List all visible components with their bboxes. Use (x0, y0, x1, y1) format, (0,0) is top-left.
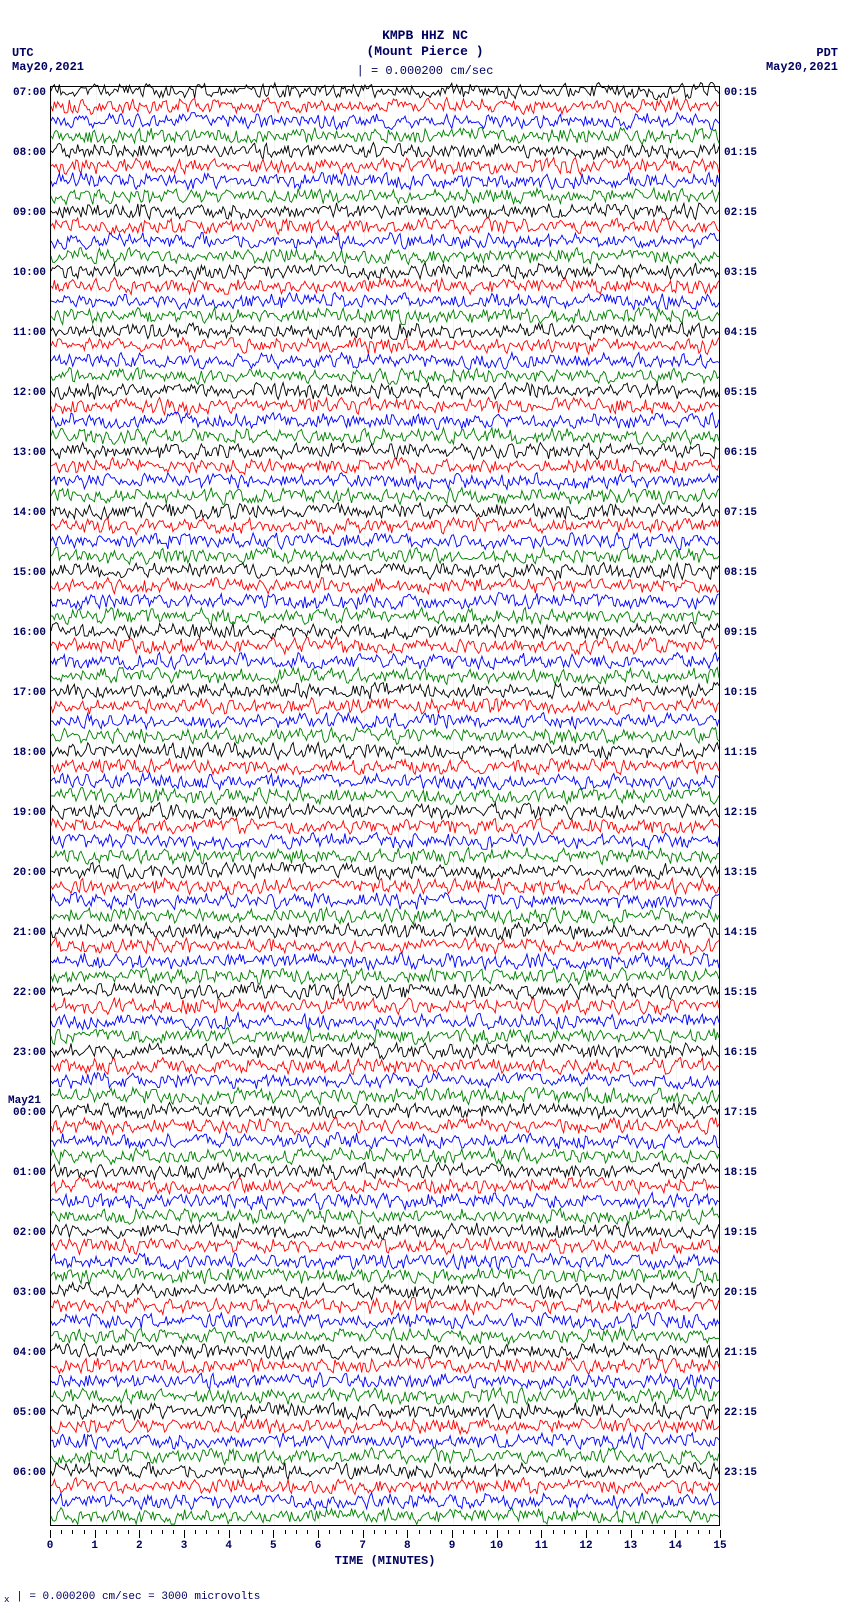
pdt-hour-label: 12:15 (724, 807, 757, 819)
footer-sub: x (4, 1594, 10, 1605)
station-code: KMPB HHZ NC (0, 28, 850, 43)
pdt-hour-label: 20:15 (724, 1287, 757, 1299)
pdt-hour-label: 10:15 (724, 687, 757, 699)
x-tick-label: 6 (315, 1540, 322, 1552)
x-tick-label: 10 (490, 1540, 503, 1552)
pdt-hour-label: 02:15 (724, 207, 757, 219)
utc-hour-label: 20:00 (8, 867, 46, 879)
x-tick-label: 2 (136, 1540, 143, 1552)
tz-right: PDT (816, 46, 838, 60)
pdt-hour-label: 18:15 (724, 1167, 757, 1179)
utc-hour-label: 01:00 (8, 1167, 46, 1179)
utc-hour-label: 07:00 (8, 87, 46, 99)
footer-scale: x | = 0.000200 cm/sec = 3000 microvolts (4, 1591, 260, 1605)
utc-hour-label: 15:00 (8, 567, 46, 579)
utc-hour-label: 12:00 (8, 387, 46, 399)
pdt-hour-label: 08:15 (724, 567, 757, 579)
pdt-hour-label: 05:15 (724, 387, 757, 399)
x-tick-label: 8 (404, 1540, 411, 1552)
seismogram-trace (51, 1512, 719, 1527)
pdt-hour-label: 14:15 (724, 927, 757, 939)
utc-hour-label: 03:00 (8, 1287, 46, 1299)
pdt-hour-label: 06:15 (724, 447, 757, 459)
utc-hour-label: 08:00 (8, 147, 46, 159)
utc-hour-label: 06:00 (8, 1467, 46, 1479)
pdt-hour-label: 11:15 (724, 747, 757, 759)
utc-hour-label: 04:00 (8, 1347, 46, 1359)
pdt-hour-label: 23:15 (724, 1467, 757, 1479)
utc-hour-label: 14:00 (8, 507, 46, 519)
pdt-hour-label: 01:15 (724, 147, 757, 159)
utc-hour-label: 19:00 (8, 807, 46, 819)
utc-hour-label: 22:00 (8, 987, 46, 999)
x-tick-label: 15 (713, 1540, 726, 1552)
utc-hour-label: 17:00 (8, 687, 46, 699)
x-tick-label: 14 (669, 1540, 682, 1552)
x-tick-label: 0 (47, 1540, 54, 1552)
pdt-hour-label: 13:15 (724, 867, 757, 879)
x-tick-label: 5 (270, 1540, 277, 1552)
x-tick-label: 11 (535, 1540, 548, 1552)
x-axis: TIME (MINUTES) 0123456789101112131415 (50, 1530, 720, 1560)
utc-hour-label: 05:00 (8, 1407, 46, 1419)
utc-hour-label: 09:00 (8, 207, 46, 219)
utc-hour-label: 00:00 (8, 1107, 46, 1119)
x-tick-label: 7 (359, 1540, 366, 1552)
tz-left: UTC (12, 46, 34, 60)
x-tick-label: 4 (225, 1540, 232, 1552)
utc-hour-label: 21:00 (8, 927, 46, 939)
pdt-hour-label: 04:15 (724, 327, 757, 339)
x-tick-label: 13 (624, 1540, 637, 1552)
utc-hour-label: 13:00 (8, 447, 46, 459)
day-label: May21 (8, 1095, 41, 1107)
pdt-hour-label: 22:15 (724, 1407, 757, 1419)
pdt-hour-label: 00:15 (724, 87, 757, 99)
x-tick-label: 1 (91, 1540, 98, 1552)
utc-hour-label: 16:00 (8, 627, 46, 639)
x-tick-label: 9 (449, 1540, 456, 1552)
x-tick-label: 3 (181, 1540, 188, 1552)
pdt-hour-label: 17:15 (724, 1107, 757, 1119)
footer-text: = 0.000200 cm/sec = 3000 microvolts (29, 1591, 260, 1603)
x-tick-label: 12 (579, 1540, 592, 1552)
x-axis-title: TIME (MINUTES) (50, 1554, 720, 1568)
utc-hour-label: 02:00 (8, 1227, 46, 1239)
utc-hour-label: 23:00 (8, 1047, 46, 1059)
date-right: May20,2021 (766, 60, 838, 74)
station-name: (Mount Pierce ) (0, 44, 850, 59)
pdt-hour-label: 21:15 (724, 1347, 757, 1359)
pdt-hour-label: 19:15 (724, 1227, 757, 1239)
footer-bar-icon: | (16, 1591, 23, 1603)
utc-hour-label: 18:00 (8, 747, 46, 759)
pdt-hour-label: 16:15 (724, 1047, 757, 1059)
seismogram-plot (50, 86, 720, 1526)
pdt-hour-label: 15:15 (724, 987, 757, 999)
pdt-hour-label: 03:15 (724, 267, 757, 279)
date-left: May20,2021 (12, 60, 84, 74)
utc-hour-label: 11:00 (8, 327, 46, 339)
utc-hour-label: 10:00 (8, 267, 46, 279)
pdt-hour-label: 07:15 (724, 507, 757, 519)
pdt-hour-label: 09:15 (724, 627, 757, 639)
